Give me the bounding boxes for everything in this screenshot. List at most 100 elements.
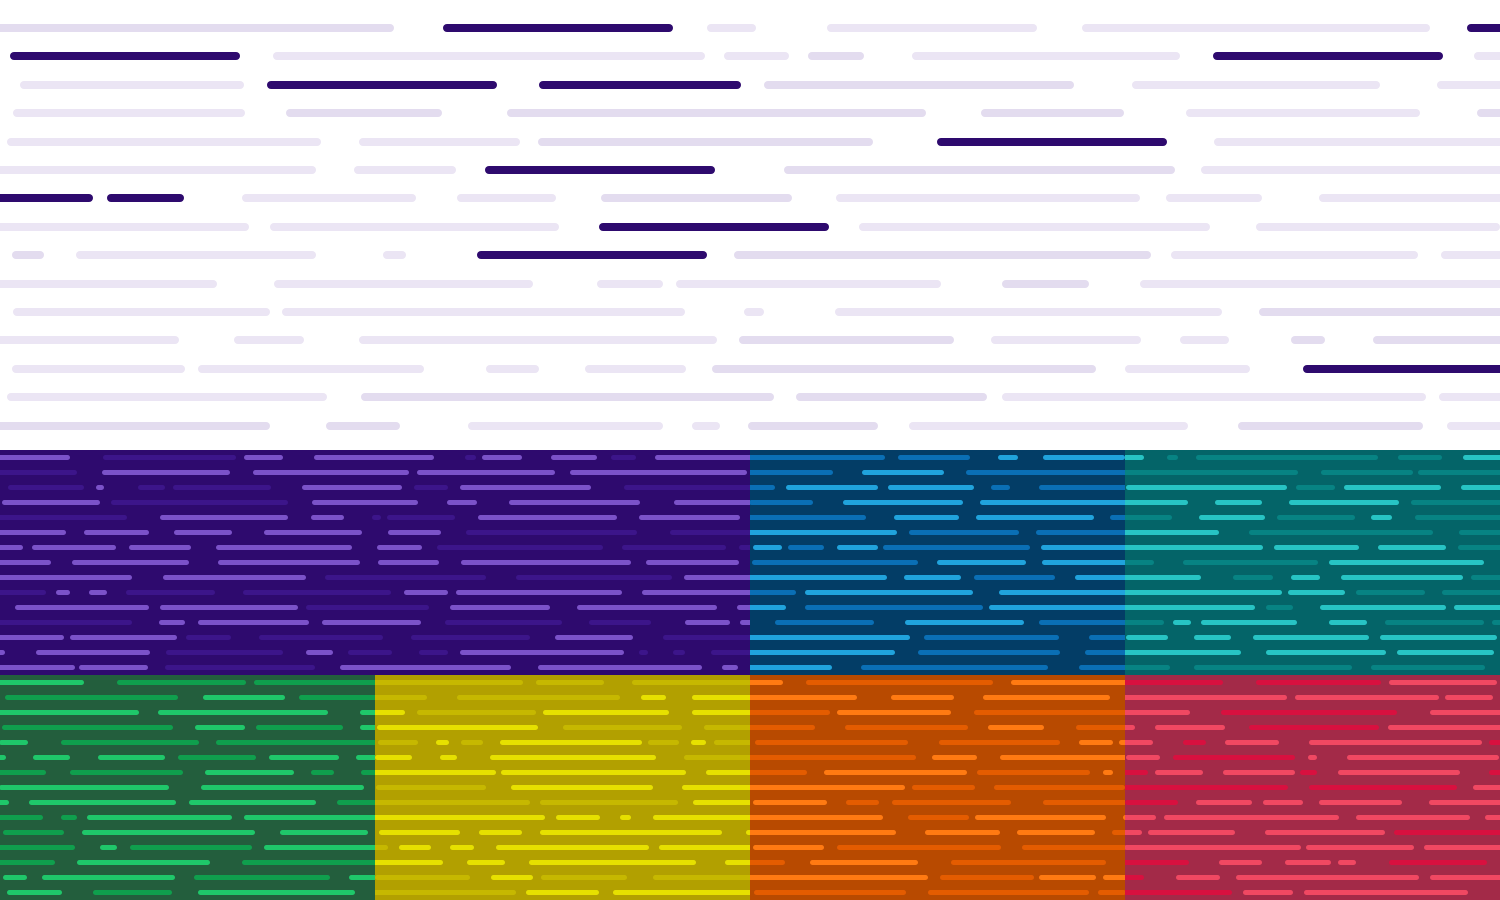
panel-stroke <box>100 845 117 850</box>
panel-stroke <box>750 755 916 760</box>
faint-stroke <box>1166 194 1262 202</box>
panel-stroke <box>1471 575 1500 580</box>
panel-stroke <box>1461 485 1500 490</box>
panel-stroke <box>280 830 368 835</box>
panel-stroke <box>375 815 545 820</box>
purple-panel <box>0 450 750 675</box>
faint-stroke <box>1373 336 1500 344</box>
panel-stroke <box>399 845 431 850</box>
panel-stroke <box>0 545 23 550</box>
panel-stroke <box>1123 815 1125 820</box>
faint-stroke <box>1439 393 1500 401</box>
panel-stroke <box>264 845 375 850</box>
panel-stroke <box>375 680 523 685</box>
panel-stroke <box>417 470 555 475</box>
panel-stroke <box>1164 815 1339 820</box>
panel-stroke <box>642 590 750 595</box>
panel-stroke <box>684 575 750 580</box>
panel-stroke <box>824 770 967 775</box>
panel-stroke <box>1125 545 1263 550</box>
panel-stroke <box>1173 755 1295 760</box>
panel-stroke <box>457 695 620 700</box>
panel-stroke <box>998 455 1018 460</box>
panel-stroke <box>1288 590 1345 595</box>
panel-stroke <box>526 890 599 895</box>
faint-stroke <box>827 24 1037 32</box>
panel-stroke <box>479 830 522 835</box>
panel-stroke <box>975 815 1106 820</box>
panel-stroke <box>750 695 857 700</box>
faint-stroke <box>1180 336 1229 344</box>
panel-stroke <box>2 500 100 505</box>
faint-stroke <box>286 109 442 117</box>
panel-stroke <box>663 635 750 640</box>
panel-stroke <box>750 515 866 520</box>
panel-stroke <box>456 590 622 595</box>
panel-stroke <box>375 890 516 895</box>
panel-stroke <box>543 710 669 715</box>
panel-stroke <box>1183 560 1318 565</box>
panel-stroke <box>361 770 375 775</box>
green-panel <box>0 675 375 900</box>
panel-stroke <box>740 620 750 625</box>
panel-stroke <box>194 875 330 880</box>
panel-stroke <box>1378 545 1446 550</box>
faint-stroke <box>1214 138 1500 146</box>
panel-stroke <box>1125 770 1148 775</box>
panel-stroke <box>951 860 1106 865</box>
panel-stroke <box>1039 620 1125 625</box>
faint-stroke <box>1256 223 1500 231</box>
panel-stroke <box>1266 650 1386 655</box>
panel-stroke <box>1473 785 1500 790</box>
panel-stroke <box>1385 620 1484 625</box>
panel-stroke <box>437 545 603 550</box>
panel-stroke <box>1394 830 1500 835</box>
accent-stroke <box>539 81 741 89</box>
panel-stroke <box>460 485 591 490</box>
panel-stroke <box>1356 815 1470 820</box>
panel-stroke <box>0 845 75 850</box>
faint-stroke <box>507 109 926 117</box>
panel-stroke <box>375 710 405 715</box>
panel-stroke <box>1103 770 1113 775</box>
panel-stroke <box>1155 770 1203 775</box>
panel-stroke <box>264 530 362 535</box>
panel-stroke <box>976 515 1094 520</box>
panel-stroke <box>1022 845 1125 850</box>
panel-stroke <box>205 770 294 775</box>
panel-stroke <box>725 860 750 865</box>
panel-stroke <box>189 800 316 805</box>
panel-stroke <box>1463 455 1500 460</box>
faint-stroke <box>7 393 327 401</box>
accent-stroke <box>485 166 715 174</box>
panel-stroke <box>0 635 64 640</box>
panel-stroke <box>888 485 974 490</box>
panel-stroke <box>1125 560 1154 565</box>
panel-stroke <box>611 455 636 460</box>
panel-stroke <box>1167 455 1178 460</box>
panel-stroke <box>450 605 550 610</box>
panel-stroke <box>198 890 355 895</box>
panel-stroke <box>1126 635 1168 640</box>
panel-stroke <box>1295 695 1439 700</box>
panel-stroke <box>1389 860 1487 865</box>
orange-panel <box>750 675 1125 900</box>
panel-stroke <box>1338 860 1356 865</box>
faint-stroke <box>585 365 686 373</box>
panel-stroke <box>1125 605 1255 610</box>
panel-stroke <box>1398 455 1442 460</box>
panel-stroke <box>750 455 885 460</box>
panel-stroke <box>349 875 375 880</box>
panel-stroke <box>674 500 750 505</box>
faint-stroke <box>538 138 873 146</box>
faint-stroke <box>991 336 1141 344</box>
panel-stroke <box>244 455 283 460</box>
faint-stroke <box>1132 81 1380 89</box>
panel-stroke <box>932 755 977 760</box>
panel-stroke <box>29 800 176 805</box>
panel-stroke <box>639 650 648 655</box>
faint-stroke <box>361 393 774 401</box>
faint-stroke <box>198 365 424 373</box>
faint-stroke <box>744 308 764 316</box>
panel-stroke <box>450 845 474 850</box>
